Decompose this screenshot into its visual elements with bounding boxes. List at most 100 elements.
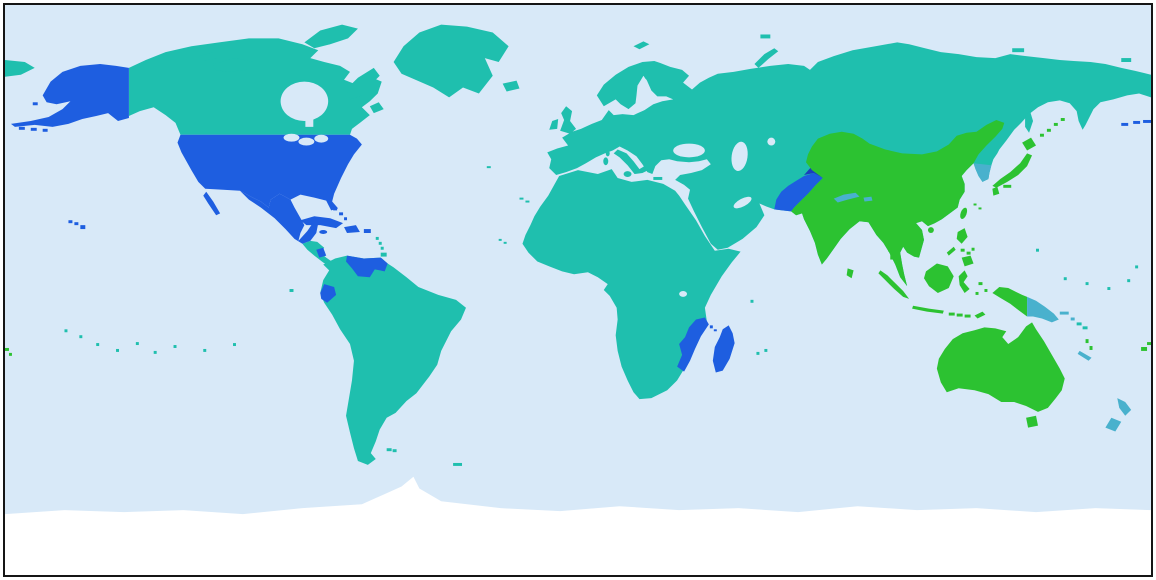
region-victoria-island xyxy=(213,58,253,72)
water-black-sea xyxy=(673,143,705,158)
country-fiji-wrap xyxy=(8,352,12,356)
region-kyushu xyxy=(992,186,1000,196)
region-new-siberian xyxy=(1012,48,1025,53)
island-polynesia xyxy=(135,342,139,346)
country-nicaragua xyxy=(316,247,327,258)
island-lesser-antilles xyxy=(380,246,384,250)
country-comoros xyxy=(713,329,717,332)
island-hainan xyxy=(927,227,934,233)
island-micronesia xyxy=(1085,282,1089,286)
water-persian-gulf xyxy=(733,196,752,209)
island-bougainville xyxy=(1070,317,1075,321)
island-lesser-sunda xyxy=(964,314,971,318)
country-new-caledonia xyxy=(1077,350,1092,361)
island-ryukyu xyxy=(973,203,977,206)
island-micronesia xyxy=(1036,248,1039,252)
country-bahamas xyxy=(333,207,338,211)
country-australia xyxy=(936,322,1065,412)
country-jamaica xyxy=(319,230,328,234)
country-pakistan xyxy=(774,173,823,212)
region-corsica xyxy=(605,150,610,157)
region-hokkaido xyxy=(1022,137,1037,151)
island-polynesia xyxy=(233,343,236,347)
island-visayas xyxy=(960,248,965,252)
country-comoros xyxy=(709,325,713,329)
island-borneo xyxy=(923,263,954,293)
country-madagascar xyxy=(712,325,735,373)
island-polynesia xyxy=(116,348,120,352)
island-galapagos xyxy=(289,289,294,292)
country-venezuela xyxy=(346,255,388,278)
island-mindanao xyxy=(961,255,974,267)
region-west-papua xyxy=(992,287,1028,317)
water-aral-sea xyxy=(767,137,776,146)
country-papua-new-guinea xyxy=(1027,296,1059,323)
island-moluccas xyxy=(984,289,988,292)
region-honshu xyxy=(992,153,1033,188)
island-lesser-antilles xyxy=(375,236,379,240)
island-ryukyu xyxy=(978,207,982,210)
water-hudson-bay xyxy=(280,81,329,121)
region-south-america xyxy=(320,255,466,465)
island-seychelles xyxy=(750,299,754,303)
country-fiji-wrap xyxy=(5,347,9,351)
island-falklands xyxy=(386,448,392,452)
island-hispaniola xyxy=(344,225,360,233)
island-lesser-antilles xyxy=(378,241,382,245)
country-sri-lanka xyxy=(846,268,854,279)
island-aleutians xyxy=(1121,122,1129,126)
country-bahamas xyxy=(339,212,344,216)
island-aleutians xyxy=(18,126,25,130)
island-polynesia xyxy=(64,329,68,333)
island-cape-verde xyxy=(503,241,507,244)
country-fiji xyxy=(1147,342,1151,346)
water-caspian-sea xyxy=(731,141,748,171)
island-cape-verde xyxy=(498,238,502,241)
region-tasmania xyxy=(1026,415,1038,428)
island-aleutians xyxy=(1133,120,1141,124)
island-trinidad xyxy=(380,252,387,257)
country-alaska xyxy=(10,63,129,127)
island-hawaii xyxy=(68,220,73,224)
island-aleutians xyxy=(42,128,48,132)
island-polynesia xyxy=(96,343,100,347)
water-lake-erie-ontario xyxy=(314,134,329,143)
region-greenland xyxy=(393,24,509,98)
region-baja-california xyxy=(203,191,221,216)
region-banks-island xyxy=(199,52,218,62)
island-puerto-rico xyxy=(363,229,371,233)
region-shikoku xyxy=(1003,184,1012,188)
map-frame xyxy=(3,3,1153,577)
region-central-america xyxy=(302,240,334,268)
region-ellesmere xyxy=(304,24,358,49)
island-andaman xyxy=(888,246,892,252)
island-kuril xyxy=(1053,122,1058,126)
country-taiwan xyxy=(960,207,968,219)
country-bahamas xyxy=(344,217,348,221)
island-micronesia xyxy=(1063,277,1067,281)
region-chukotka-wrap xyxy=(5,60,35,77)
island-reunion xyxy=(756,351,760,355)
island-polynesia xyxy=(79,335,83,339)
country-mozambique xyxy=(677,317,709,372)
island-polynesia xyxy=(153,350,157,354)
island-luzon xyxy=(956,228,968,244)
island-visayas xyxy=(971,247,975,251)
region-cyprus xyxy=(681,177,689,181)
island-lesser-sunda xyxy=(948,312,955,316)
island-polynesia xyxy=(203,348,207,352)
island-south-georgia xyxy=(453,462,463,466)
region-wrangel xyxy=(1121,58,1132,62)
island-sulawesi xyxy=(958,270,970,293)
region-baffin-island xyxy=(346,67,380,100)
island-lesser-sunda xyxy=(956,313,963,317)
island-new-britain xyxy=(1059,311,1069,315)
water-james-bay xyxy=(305,115,314,127)
island-visayas xyxy=(966,251,971,255)
water-gulf-of-bothnia xyxy=(639,78,648,95)
region-south-east-asia-china-india xyxy=(791,119,1005,287)
island-canary xyxy=(519,197,524,200)
region-svalbard xyxy=(633,41,650,50)
island-kuril xyxy=(1046,128,1051,132)
